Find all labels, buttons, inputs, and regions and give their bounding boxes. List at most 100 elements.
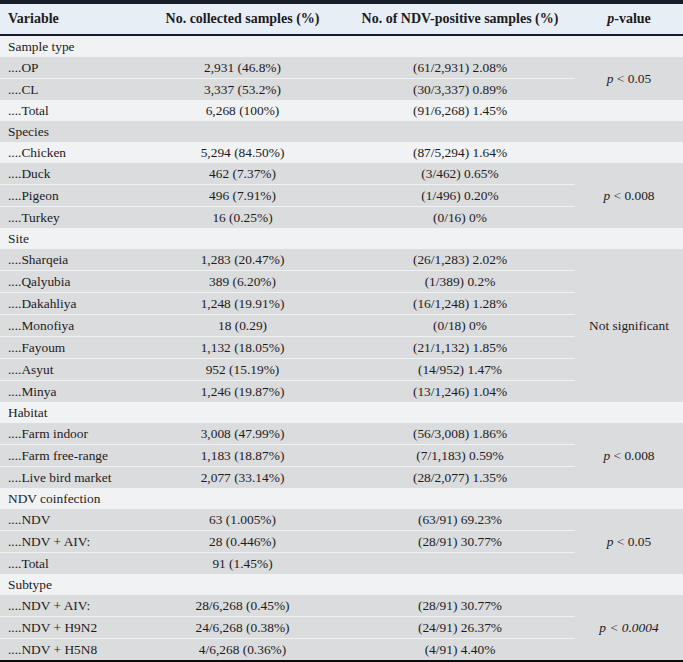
p-value-cell: p < 0.05: [575, 57, 683, 100]
paper-table-page: Variable No. collected samples (%) No. o…: [0, 0, 683, 662]
header-row: Variable No. collected samples (%) No. o…: [0, 2, 683, 35]
p-value-plain-part: < 0.008: [610, 448, 654, 463]
p-value-italic-part: p < 0.0004: [599, 620, 658, 635]
row-label: ....NDV: [0, 509, 140, 531]
section-label: Site: [0, 228, 683, 249]
collected-value: 1,132 (18.05%): [140, 337, 345, 359]
section-row: Subtype: [0, 574, 683, 595]
p-value-plain-part: < 0.05: [614, 534, 652, 549]
row-label: ....Live bird market: [0, 467, 140, 489]
row-label: ....Fayoum: [0, 337, 140, 359]
positive-value: (56/3,008) 1.86%: [345, 423, 575, 445]
row-label: ....Minya: [0, 381, 140, 403]
header-p-value: p-value: [575, 2, 683, 35]
positive-value: (91/6,268) 1.45%: [345, 100, 575, 121]
section-row: NDV coinfection: [0, 488, 683, 509]
p-value-cell: p < 0.0004: [575, 595, 683, 662]
positive-value: (87/5,294) 1.64%: [345, 142, 575, 163]
p-value-cell: Not significant: [575, 249, 683, 402]
section-label: Sample type: [0, 35, 683, 57]
row-label: ....Farm free-range: [0, 445, 140, 467]
table-body: Sample type....OP2,931 (46.8%)(61/2,931)…: [0, 35, 683, 662]
table-row: ....Sharqeia1,283 (20.47%)(26/1,283) 2.0…: [0, 249, 683, 271]
collected-value: 4/6,268 (0.36%): [140, 639, 345, 662]
collected-value: 462 (7.37%): [140, 163, 345, 185]
section-label: Species: [0, 121, 683, 142]
positive-value: (7/1,183) 0.59%: [345, 445, 575, 467]
section-row: Site: [0, 228, 683, 249]
positive-value: (21/1,132) 1.85%: [345, 337, 575, 359]
row-label: ....NDV + AIV:: [0, 531, 140, 553]
collected-value: 91 (1.45%): [140, 553, 345, 575]
section-label: Habitat: [0, 402, 683, 423]
collected-value: 496 (7.91%): [140, 185, 345, 207]
table-row: ....OP2,931 (46.8%)(61/2,931) 2.08%p < 0…: [0, 57, 683, 79]
row-label: ....Total: [0, 553, 140, 575]
p-value-cell: [575, 142, 683, 163]
collected-value: 1,183 (18.87%): [140, 445, 345, 467]
row-label: ....NDV + AIV:: [0, 595, 140, 617]
p-value-plain-part: Not significant: [589, 318, 669, 333]
collected-value: 18 (0.29): [140, 315, 345, 337]
positive-value: (0/16) 0%: [345, 207, 575, 229]
positive-value: (13/1,246) 1.04%: [345, 381, 575, 403]
collected-value: 28 (0.446%): [140, 531, 345, 553]
header-variable: Variable: [0, 2, 140, 35]
p-value-plain-part: < 0.008: [610, 188, 654, 203]
row-label: ....Farm indoor: [0, 423, 140, 445]
row-label: ....Qalyubia: [0, 271, 140, 293]
row-label: ....Turkey: [0, 207, 140, 229]
header-ndv-positive-samples: No. of NDV-positive samples (%): [345, 2, 575, 35]
table-row: ....NDV + AIV:28/6,268 (0.45%)(28/91) 30…: [0, 595, 683, 617]
positive-value: (0/18) 0%: [345, 315, 575, 337]
section-row: Species: [0, 121, 683, 142]
p-value-cell: p < 0.05: [575, 509, 683, 574]
row-label: ....OP: [0, 57, 140, 79]
section-row: Habitat: [0, 402, 683, 423]
row-label: ....Monofiya: [0, 315, 140, 337]
table-row: ....Farm indoor3,008 (47.99%)(56/3,008) …: [0, 423, 683, 445]
table-row: ....Duck462 (7.37%)(3/462) 0.65%p < 0.00…: [0, 163, 683, 185]
positive-value: (24/91) 26.37%: [345, 617, 575, 639]
p-value-cell: p < 0.008: [575, 163, 683, 228]
section-row: Sample type: [0, 35, 683, 57]
collected-value: 24/6,268 (0.38%): [140, 617, 345, 639]
positive-value: (28/91) 30.77%: [345, 595, 575, 617]
header-collected-samples: No. collected samples (%): [140, 2, 345, 35]
positive-value: (61/2,931) 2.08%: [345, 57, 575, 79]
p-value-cell: [575, 100, 683, 121]
collected-value: 389 (6.20%): [140, 271, 345, 293]
positive-value: (63/91) 69.23%: [345, 509, 575, 531]
row-label: ....NDV + H9N2: [0, 617, 140, 639]
collected-value: 5,294 (84.50%): [140, 142, 345, 163]
p-value-plain-part: < 0.05: [614, 71, 652, 86]
p-value-italic-part: p: [607, 71, 614, 86]
positive-value: (1/389) 0.2%: [345, 271, 575, 293]
collected-value: 16 (0.25%): [140, 207, 345, 229]
collected-value: 3,008 (47.99%): [140, 423, 345, 445]
positive-value: (28/2,077) 1.35%: [345, 467, 575, 489]
row-label: ....NDV + H5N8: [0, 639, 140, 662]
p-value-italic-part: p: [607, 534, 614, 549]
collected-value: 2,931 (46.8%): [140, 57, 345, 79]
table-row: ....Chicken5,294 (84.50%)(87/5,294) 1.64…: [0, 142, 683, 163]
collected-value: 63 (1.005%): [140, 509, 345, 531]
row-label: ....Pigeon: [0, 185, 140, 207]
positive-value: (30/3,337) 0.89%: [345, 79, 575, 101]
collected-value: 1,248 (19.91%): [140, 293, 345, 315]
positive-value: (26/1,283) 2.02%: [345, 249, 575, 271]
table-header: Variable No. collected samples (%) No. o…: [0, 2, 683, 35]
section-label: NDV coinfection: [0, 488, 683, 509]
collected-value: 1,283 (20.47%): [140, 249, 345, 271]
row-label: ....CL: [0, 79, 140, 101]
positive-value: (1/496) 0.20%: [345, 185, 575, 207]
collected-value: 3,337 (53.2%): [140, 79, 345, 101]
collected-value: 28/6,268 (0.45%): [140, 595, 345, 617]
table-row: ....NDV63 (1.005%)(63/91) 69.23%p < 0.05: [0, 509, 683, 531]
p-value-rest: -value: [614, 11, 651, 26]
section-label: Subtype: [0, 574, 683, 595]
positive-value: (3/462) 0.65%: [345, 163, 575, 185]
row-label: ....Total: [0, 100, 140, 121]
positive-value: [345, 553, 575, 575]
row-label: ....Chicken: [0, 142, 140, 163]
